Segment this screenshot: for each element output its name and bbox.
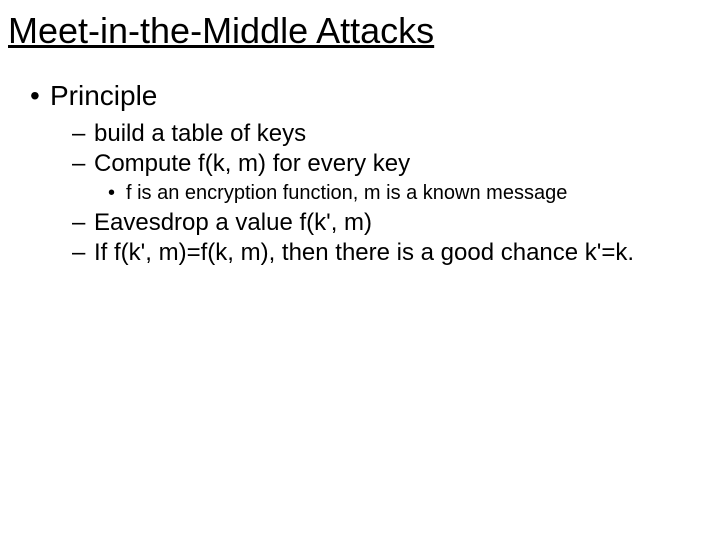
bullet-fdesc: f is an encryption function, m is a know… — [108, 182, 720, 205]
bullet-principle: Principle — [30, 80, 720, 112]
level1-list: Principle — [0, 80, 720, 112]
slide-title: Meet-in-the-Middle Attacks — [0, 10, 720, 52]
bullet-if: If f(k', m)=f(k, m), then there is a goo… — [72, 239, 720, 267]
bullet-build-table: build a table of keys — [72, 120, 720, 148]
bullet-compute: Compute f(k, m) for every key — [72, 150, 720, 178]
level2-list-b: Eavesdrop a value f(k', m) If f(k', m)=f… — [0, 209, 720, 267]
level3-list: f is an encryption function, m is a know… — [0, 182, 720, 205]
level2-list-a: build a table of keys Compute f(k, m) fo… — [0, 120, 720, 178]
bullet-eavesdrop: Eavesdrop a value f(k', m) — [72, 209, 720, 237]
